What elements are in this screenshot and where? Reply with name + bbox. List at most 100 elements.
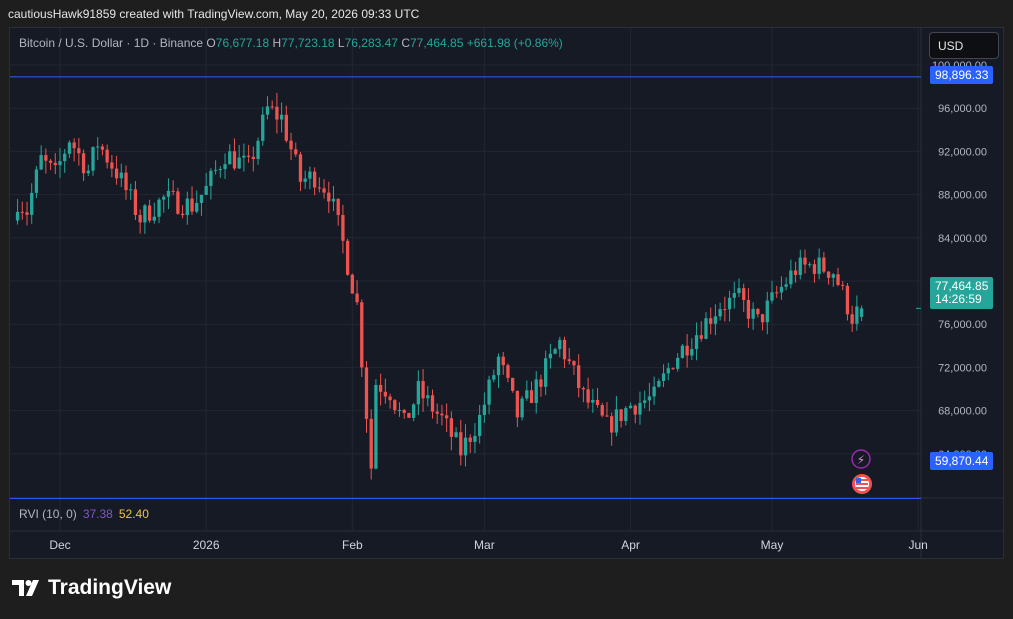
candle-body: [30, 192, 34, 215]
candle-body: [831, 274, 835, 278]
candle-body: [468, 437, 472, 442]
candle-body: [119, 172, 123, 179]
lightning-glyph: ⚡: [857, 453, 865, 467]
candle-body: [709, 318, 713, 324]
x-tick-label: May: [761, 538, 784, 552]
candle-body: [72, 142, 76, 149]
candle-body: [105, 149, 109, 163]
x-tick-label: Dec: [49, 538, 70, 552]
candle-body: [624, 408, 628, 422]
candle-body: [331, 198, 336, 202]
candle-body: [100, 146, 105, 150]
chart-credit: cautiousHawk91859 created with TradingVi…: [8, 7, 420, 21]
tradingview-logo: TradingView: [12, 576, 171, 600]
currency-button[interactable]: USD: [929, 32, 999, 59]
candle-body: [765, 300, 769, 323]
symbol-description[interactable]: Bitcoin / U.S. Dollar · 1D · Binance: [19, 36, 204, 50]
candle-body: [718, 309, 722, 317]
candle-body: [411, 404, 416, 418]
candle-body: [308, 171, 312, 179]
candle-body: [25, 212, 29, 215]
candle-body: [110, 162, 114, 169]
rvi-value-1: 37.38: [82, 507, 113, 521]
candle-body: [265, 106, 270, 115]
candle-body: [699, 335, 703, 339]
candle-body: [808, 264, 812, 266]
candle-body: [402, 409, 406, 413]
candle-body: [48, 160, 53, 163]
candle-body: [237, 157, 241, 169]
close-value: 77,464.85: [410, 36, 464, 50]
candle-body: [228, 151, 232, 165]
candle-body: [15, 211, 20, 221]
candle-body: [723, 309, 727, 311]
candle-body: [694, 335, 699, 350]
last-price-tag: 77,464.85 14:26:59: [930, 277, 994, 309]
candle-body: [496, 356, 501, 376]
y-tick-label: 76,000.00: [938, 319, 987, 331]
low-value: 76,283.47: [344, 36, 398, 50]
candle-body: [232, 151, 237, 169]
candle-body: [482, 404, 487, 415]
candle-body: [185, 198, 189, 216]
candle-body: [713, 316, 718, 324]
x-tick-label: Mar: [474, 538, 495, 552]
open-value: 76,677.18: [215, 36, 270, 50]
candle-body: [793, 270, 798, 275]
x-tick-label: Jun: [908, 538, 927, 552]
candle-body: [581, 387, 586, 390]
candle-body: [779, 286, 784, 293]
candle-body: [628, 405, 633, 409]
candle-body: [591, 399, 595, 403]
candle-body: [492, 375, 496, 380]
chart-panel[interactable]: 64,000.0068,000.0072,000.0076,000.0080,0…: [9, 27, 1004, 559]
candle-body: [256, 140, 260, 160]
candle-body: [440, 413, 444, 416]
candle-body: [350, 274, 354, 294]
candle-body: [610, 416, 614, 433]
tradingview-wordmark: TradingView: [48, 576, 172, 599]
close-label: C: [401, 36, 410, 50]
price-chart[interactable]: 64,000.0068,000.0072,000.0076,000.0080,0…: [10, 28, 1003, 558]
candle-body: [39, 155, 43, 170]
candle-body: [284, 114, 288, 141]
candle-body: [746, 299, 751, 319]
rvi-legend[interactable]: RVI (10, 0) 37.38 52.40: [19, 507, 149, 521]
candle-body: [242, 155, 246, 158]
candle-body: [393, 400, 397, 411]
candle-body: [680, 345, 685, 358]
candle-body: [676, 357, 680, 369]
flag-stripe: [856, 487, 868, 489]
tradingview-logo-icon: [12, 580, 39, 596]
candle-body: [129, 189, 133, 191]
flag-canton: [856, 478, 861, 483]
y-tick-label: 92,000.00: [938, 146, 987, 158]
candle-body: [67, 142, 72, 154]
candle-body: [407, 412, 411, 418]
last-price-value: 77,464.85: [935, 279, 989, 293]
rvi-label: RVI (10, 0): [19, 507, 77, 521]
candle-body: [742, 288, 746, 300]
candle-body: [529, 390, 534, 403]
candle-body: [322, 188, 326, 193]
y-tick-label: 96,000.00: [938, 103, 987, 115]
candle-body: [487, 379, 491, 405]
candle-body: [157, 199, 161, 217]
candle-body: [251, 156, 255, 160]
candle-body: [643, 400, 647, 403]
x-tick-label: 2026: [193, 538, 220, 552]
low-label: L: [337, 36, 345, 50]
candle-body: [614, 409, 619, 433]
candle-body: [784, 284, 788, 287]
candle-body: [190, 198, 194, 212]
candle-body: [86, 170, 90, 174]
candle-body: [661, 373, 666, 381]
candle-body: [454, 432, 458, 437]
candle-body: [388, 396, 392, 401]
candle-body: [859, 308, 864, 317]
candle-body: [671, 368, 675, 370]
candle-body: [63, 153, 67, 162]
candle-body: [562, 339, 567, 360]
candle-body: [213, 169, 218, 171]
y-tick-label: 72,000.00: [938, 362, 987, 374]
